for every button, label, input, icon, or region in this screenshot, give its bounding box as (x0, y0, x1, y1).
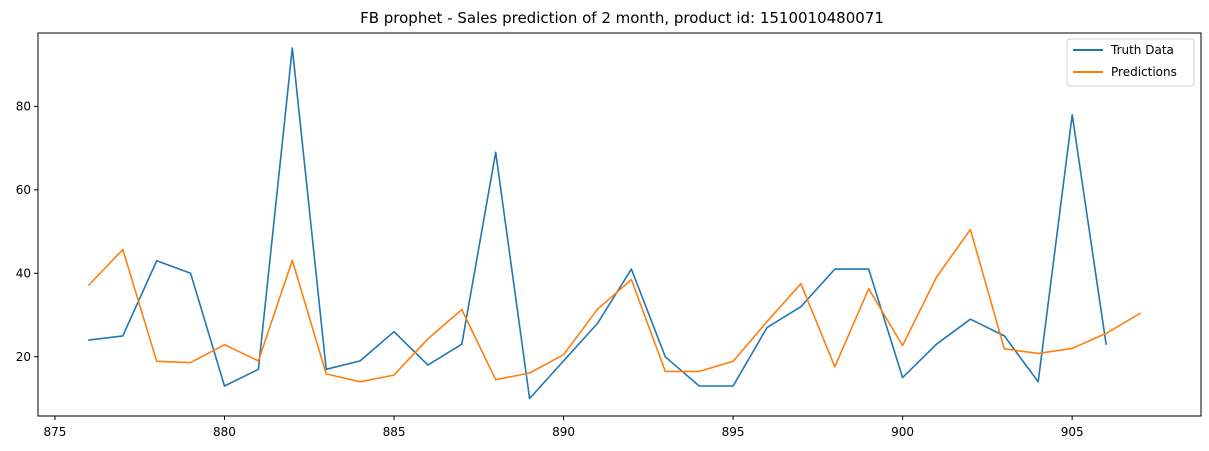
x-tick-label: 885 (383, 425, 406, 439)
series-line-truth-data (88, 47, 1107, 400)
legend-label-truth-data: Truth Data (1110, 43, 1174, 57)
x-tick-label: 900 (891, 425, 914, 439)
y-tick-label: 20 (16, 350, 31, 364)
x-tick-label: 880 (213, 425, 236, 439)
y-tick-label: 60 (16, 183, 31, 197)
x-tick-label: 905 (1061, 425, 1084, 439)
y-tick-label: 80 (16, 99, 31, 113)
x-tick-label: 890 (552, 425, 575, 439)
x-tick-label: 895 (722, 425, 745, 439)
series-line-predictions (88, 228, 1141, 383)
series-layer (88, 47, 1141, 400)
chart-title: FB prophet - Sales prediction of 2 month… (360, 9, 884, 27)
y-tick-label: 40 (16, 266, 31, 280)
legend: Truth Data Predictions (1066, 38, 1195, 87)
x-axis: 875 880 885 890 895 900 905 (44, 416, 1084, 439)
plot-area (37, 32, 1202, 417)
x-tick-label: 875 (44, 425, 67, 439)
y-axis: 20 40 60 80 (16, 99, 38, 364)
legend-label-predictions: Predictions (1111, 65, 1177, 79)
